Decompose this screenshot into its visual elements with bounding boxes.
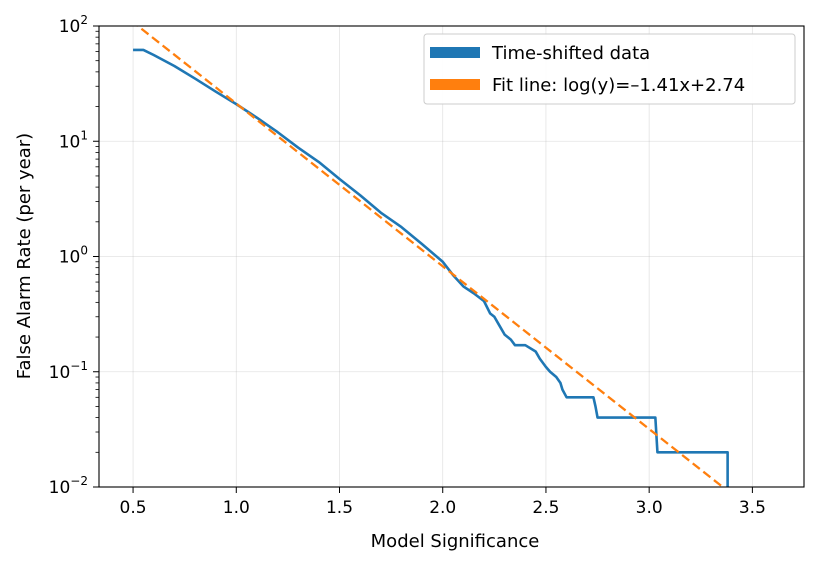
series-line-time-shifted: [133, 48, 729, 487]
legend-label-time-shifted: Time-shifted data: [491, 43, 650, 64]
series-layer: [133, 26, 729, 487]
x-tick-label: 0.5: [120, 498, 147, 518]
y-tick-label: 10−2: [49, 474, 88, 498]
x-tick-label: 2.0: [429, 498, 456, 518]
y-tick-label: 101: [59, 128, 88, 152]
legend-box: [423, 33, 796, 105]
y-axis-ticks: 10−2 10−1 100 101 102: [49, 13, 99, 498]
y-tick-label: 10−1: [49, 359, 88, 383]
x-tick-label: 3.5: [739, 498, 766, 518]
y-axis-label: False Alarm Rate (per year): [14, 133, 35, 379]
x-axis-label: Model Significance: [371, 531, 540, 552]
legend-swatch-time-shifted: [430, 47, 480, 58]
x-tick-label: 2.5: [532, 498, 559, 518]
x-tick-label: 1.5: [326, 498, 353, 518]
x-tick-label: 1.0: [223, 498, 250, 518]
x-tick-label: 3.0: [636, 498, 663, 518]
y-tick-label: 100: [59, 244, 88, 268]
grid-lines: [99, 26, 804, 487]
y-tick-label: 102: [59, 13, 88, 37]
legend: Time-shifted data Fit line: log(y)=–1.41…: [423, 33, 796, 105]
legend-label-fit-line: Fit line: log(y)=–1.41x+2.74: [492, 75, 745, 96]
legend-swatch-fit-line: [430, 79, 480, 90]
x-axis-ticks: 0.5 1.0 1.5 2.0 2.5 3.0 3.5: [120, 487, 766, 518]
